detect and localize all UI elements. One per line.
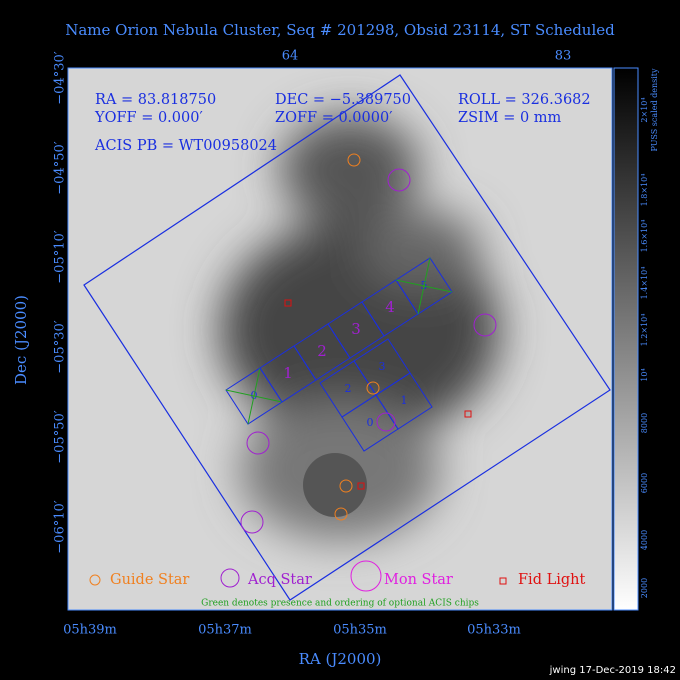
i-chip-label: 3 (379, 360, 386, 373)
field-of-view (83, 74, 611, 601)
y-axis-label: Dec (J2000) (12, 295, 30, 385)
info-field: DEC = −5.389750 (275, 92, 411, 108)
colorbar-tick-label: 2000 (640, 578, 649, 598)
footer: jwing 17-Dec-2019 18:42 (549, 665, 676, 676)
optional-chip-mark (247, 367, 261, 425)
info-field: ACIS PB = WT00958024 (94, 138, 277, 154)
guide-star (339, 479, 353, 493)
legend-mon: Mon Star (384, 572, 453, 588)
info-field: RA = 83.818750 (95, 92, 216, 108)
acq-star (473, 313, 497, 337)
x-axis-label: RA (J2000) (299, 650, 382, 668)
acq-star (376, 412, 396, 432)
colorbar-tick-label: 4000 (640, 530, 649, 550)
top-tick-label: 83 (555, 49, 572, 64)
legend-mon-icon (350, 560, 382, 592)
info-field: ZOFF = 0.0000′ (275, 110, 392, 126)
legend-guide-icon (89, 574, 101, 586)
bottom-tick-label: 05h39m (63, 623, 117, 638)
colorbar-tick-label: 1.4×10⁴ (640, 267, 649, 300)
guide-star (334, 507, 348, 521)
legend-acq-icon (220, 568, 240, 588)
acis-chips: 0123450123 (225, 257, 453, 452)
acq-star (246, 431, 270, 455)
s-chip-label: 2 (317, 342, 327, 360)
fid-light (464, 410, 472, 418)
s-chip-label: 1 (283, 364, 293, 382)
bottom-tick-label: 05h37m (198, 623, 252, 638)
bottom-tick-label: 05h35m (333, 623, 387, 638)
nebula (220, 115, 500, 540)
colorbar-tick-label: 2×10⁴ (640, 97, 649, 122)
nebula-blob (360, 210, 480, 290)
fid-light (284, 299, 292, 307)
nebula-blob (280, 115, 420, 225)
axes: 64 83 −04°30′ −04°50′ −05°10′ −05°30′ −05°50′ −… (53, 49, 572, 638)
sky-image (68, 68, 612, 610)
colorbar-tick-label: 1.6×10⁴ (640, 220, 649, 253)
legend-fid: Fid Light (518, 572, 585, 588)
info-field: YOFF = 0.000′ (94, 110, 203, 126)
i-chip-label: 0 (367, 416, 374, 429)
stars (240, 153, 497, 534)
acq-star (240, 510, 264, 534)
acq-star (387, 168, 411, 192)
i-chip-label: 1 (401, 394, 408, 407)
colorbar-tick-label: 1.2×10⁴ (640, 314, 649, 347)
legend-acq: Acq Star (247, 572, 312, 588)
legend: Guide Star Acq Star Mon Star Fid Light G… (89, 560, 585, 609)
top-tick-label: 64 (282, 49, 299, 64)
colorbar-ticks: 2000 4000 6000 8000 10⁴ 1.2×10⁴ 1.4×10⁴ 1.6×10⁴… (640, 97, 649, 598)
left-tick-label: −05°50′ (53, 410, 68, 463)
info-field: ZSIM = 0 mm (458, 110, 562, 126)
guide-star (347, 153, 361, 167)
i-chip-label: 2 (345, 382, 352, 395)
legend-fid-icon (499, 577, 507, 585)
left-tick-label: −04°50′ (53, 141, 68, 194)
legend-note: Green denotes presence and ordering of o… (201, 599, 479, 609)
colorbar-tick-label: 6000 (640, 473, 649, 493)
colorbar (613, 67, 639, 611)
info-field: ROLL = 326.3682 (458, 92, 591, 108)
legend-guide: Guide Star (110, 572, 189, 588)
left-tick-label: −05°30′ (53, 320, 68, 373)
colorbar-tick-label: 1.8×10⁴ (640, 174, 649, 207)
colorbar-tick-label: 10⁴ (640, 368, 649, 381)
title: Name Orion Nebula Cluster, Seq # 201298,… (65, 21, 615, 39)
left-tick-label: −04°30′ (53, 51, 68, 104)
s-chip-label: 4 (385, 298, 395, 316)
optional-chip-mark (417, 257, 431, 315)
fid-light (357, 482, 365, 490)
bright-star (303, 453, 367, 517)
plot-frame (67, 67, 613, 611)
colorbar-tick-label: 8000 (640, 413, 649, 433)
colorbar-label: PUSS scaled density (650, 68, 659, 152)
bottom-tick-label: 05h33m (467, 623, 521, 638)
guide-star (366, 381, 380, 395)
s-chip-label: 3 (351, 320, 361, 338)
left-tick-label: −05°10′ (53, 230, 68, 283)
left-tick-label: −06°10′ (53, 500, 68, 553)
info-block: RA = 83.818750 DEC = −5.389750 ROLL = 326.… (94, 92, 591, 154)
